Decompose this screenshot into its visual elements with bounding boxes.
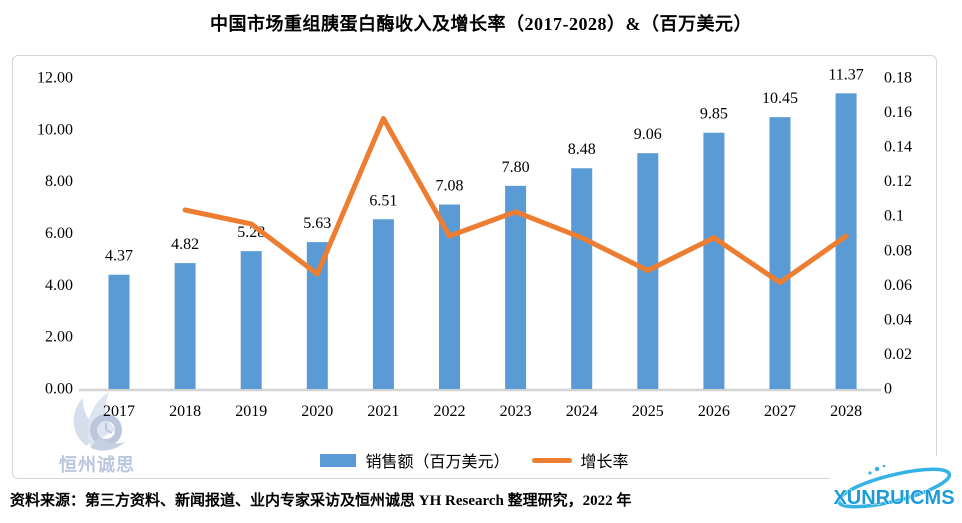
x-axis-label-2023: 2023 — [500, 403, 532, 420]
bar-2017 — [108, 274, 130, 389]
bar-2020 — [306, 242, 328, 389]
x-axis-label-2024: 2024 — [566, 403, 598, 420]
bar-2027 — [769, 117, 791, 389]
bar-value-label-2018: 4.82 — [171, 236, 199, 253]
left-axis-tick-label: 0.00 — [45, 381, 73, 398]
left-axis-tick-label: 6.00 — [45, 225, 73, 242]
x-axis-label-2020: 2020 — [301, 403, 333, 420]
bar-value-label-2021: 6.51 — [369, 192, 397, 209]
source-note: 资料来源：第三方资料、新闻报道、业内专家采访及恒州诚思 YH Research … — [10, 493, 632, 509]
chart-title: 中国市场重组胰蛋白酶收入及增长率（2017-2028）&（百万美元） — [210, 14, 752, 34]
right-axis-tick-label: 0.14 — [884, 139, 912, 156]
growth-legend-label: 增长率 — [580, 454, 629, 471]
right-axis-tick-label: 0.12 — [884, 173, 912, 190]
legend-item-sales: 销售额（百万美元） — [320, 448, 510, 472]
chart-frame: 0.00 2.00 4.00 6.00 8.00 10.00 12.00 0 0.02 0.04 0… — [12, 55, 937, 479]
hengzhou-logo-icon — [73, 392, 125, 451]
right-axis-tick-label: 0.02 — [884, 346, 912, 363]
right-axis-tick-label: 0.08 — [884, 242, 912, 259]
bar-value-label-2022: 7.08 — [436, 178, 464, 195]
brand-text: XUNRUICMS — [833, 487, 954, 509]
x-axis-label-2017: 2017 — [103, 403, 135, 420]
right-axis-tick-label: 0.16 — [884, 104, 912, 121]
bar-value-label-2026: 9.85 — [700, 106, 728, 123]
x-axis-label-2021: 2021 — [367, 403, 399, 420]
left-axis-tick-label: 2.00 — [45, 329, 73, 346]
legend-item-growth: 增长率 — [531, 448, 629, 472]
right-axis-tick-label: 0.18 — [884, 70, 912, 87]
growth-legend-swatch — [531, 457, 572, 463]
xunruicms-logo: XUNRUICMS — [830, 456, 960, 518]
right-axis-tick-label: 0.06 — [884, 277, 912, 294]
x-axis-label-2027: 2027 — [764, 403, 796, 420]
left-axis-tick-label: 4.00 — [45, 277, 73, 294]
bar-2023 — [505, 185, 527, 389]
bar-2026 — [703, 132, 725, 389]
hengzhou-watermark: 恒州诚思 — [38, 390, 156, 477]
x-axis-label-2022: 2022 — [434, 403, 466, 420]
x-axis-label-2025: 2025 — [632, 403, 664, 420]
left-axis-tick-label: 12.00 — [37, 70, 73, 87]
x-axis-label-2018: 2018 — [169, 403, 201, 420]
bar-value-label-2025: 9.06 — [634, 126, 662, 143]
bar-value-label-2020: 5.63 — [303, 215, 331, 232]
right-axis-tick-label: 0 — [884, 381, 892, 398]
right-axis-tick-label: 0.1 — [884, 208, 904, 225]
bar-2024 — [571, 168, 593, 389]
bar-2019 — [240, 251, 262, 389]
chart-canvas: 0.00 2.00 4.00 6.00 8.00 10.00 12.00 0 0.02 0.04 0… — [37, 66, 912, 420]
left-axis-tick-label: 8.00 — [45, 173, 73, 190]
watermark-text: 恒州诚思 — [59, 455, 135, 475]
right-axis-tick-label: 0.04 — [884, 311, 912, 328]
bar-value-label-2028: 11.37 — [828, 66, 863, 83]
sales-legend-label: 销售额（百万美元） — [365, 454, 510, 471]
bar-value-label-2017: 4.37 — [105, 248, 133, 265]
bar-value-label-2027: 10.45 — [762, 90, 798, 107]
bar-2028 — [835, 93, 857, 389]
growth-rate-line — [182, 116, 849, 286]
bar-2018 — [174, 263, 196, 389]
chart-legend: 销售额（百万美元） 增长率 — [13, 448, 936, 472]
left-axis-tick-label: 10.00 — [37, 121, 73, 138]
x-axis-label-2019: 2019 — [235, 403, 267, 420]
bar-2021 — [372, 219, 394, 389]
bar-2022 — [439, 204, 460, 389]
xunruicms-logo-icon: XUNRUICMS — [833, 464, 955, 510]
bar-value-label-2023: 7.80 — [502, 159, 530, 176]
x-axis-label-2028: 2028 — [830, 403, 862, 420]
x-axis-label-2026: 2026 — [698, 403, 730, 420]
sales-legend-swatch — [320, 453, 357, 467]
bar-value-label-2024: 8.48 — [568, 141, 596, 158]
